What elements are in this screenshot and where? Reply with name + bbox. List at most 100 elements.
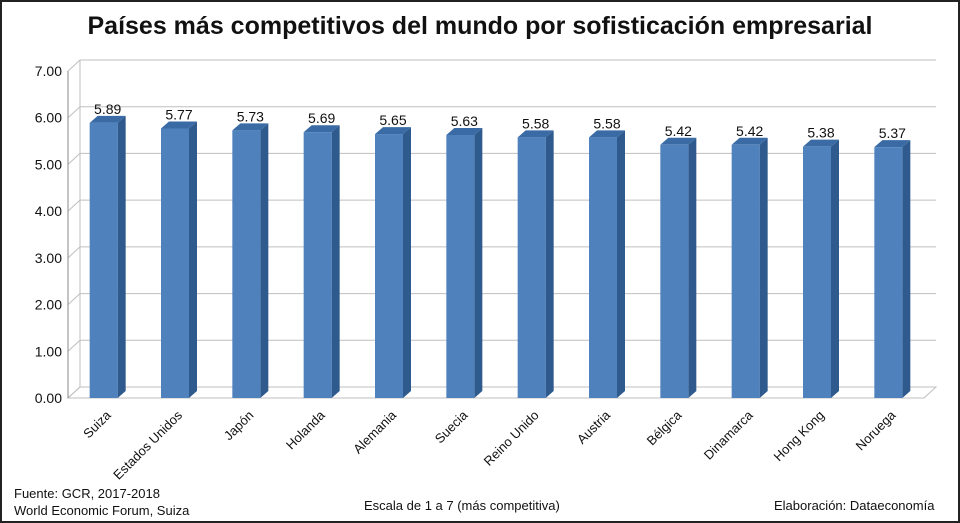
- value-label: 5.69: [308, 110, 335, 126]
- bar-side: [688, 137, 697, 398]
- x-tick-label: Suecia: [432, 407, 471, 446]
- bar-top: [232, 123, 269, 131]
- bar: [446, 127, 483, 399]
- bar-top: [517, 130, 554, 138]
- scale-note: Escala de 1 a 7 (más competitiva): [364, 498, 560, 513]
- bar: [660, 137, 697, 398]
- bar: [232, 123, 269, 398]
- chart-floor: [66, 386, 938, 399]
- bar: [161, 121, 197, 399]
- bar-top: [731, 137, 768, 145]
- bar-front: [303, 132, 332, 398]
- bar-top: [874, 140, 911, 148]
- y-tick-label: 6.00: [35, 110, 62, 126]
- bar-front: [161, 128, 189, 399]
- gridline-depth: [67, 246, 81, 259]
- bar-side: [403, 127, 411, 399]
- chart-title: Países más competitivos del mundo por so…: [87, 12, 873, 40]
- bar-top: [446, 127, 483, 135]
- x-tick-label: Reino Unido: [481, 408, 542, 469]
- bar-side: [331, 125, 340, 399]
- bar-front: [803, 146, 831, 398]
- bar: [731, 137, 768, 398]
- bar-front: [89, 122, 118, 399]
- bar-side: [189, 121, 197, 399]
- bar-front: [517, 137, 546, 398]
- value-label: 5.63: [451, 113, 478, 129]
- value-label: 5.89: [94, 101, 121, 117]
- y-tick-label: 2.00: [35, 297, 62, 313]
- bar-top: [375, 127, 411, 135]
- gridline-depth: [67, 153, 81, 165]
- bar-front: [446, 134, 475, 398]
- axes: [66, 60, 938, 399]
- bar-front: [375, 134, 403, 399]
- value-label: 5.37: [879, 125, 906, 141]
- bar: [517, 130, 554, 398]
- value-label: 5.38: [807, 125, 834, 141]
- gridline-depth: [67, 339, 81, 352]
- value-labels: 5.89 5.77 5.73 5.69 5.65 5.63 5.58 5.58 5.42 5.42…: [94, 101, 906, 141]
- bar-front: [660, 144, 689, 398]
- x-tick-label: Dinamarca: [701, 407, 757, 463]
- bar-side: [617, 130, 625, 398]
- x-tick-label: Alemania: [350, 407, 399, 456]
- bars: [89, 115, 911, 399]
- bar-side: [759, 137, 768, 398]
- value-label: 5.77: [165, 106, 192, 122]
- gridline-depth: [67, 199, 81, 212]
- x-tick-label: Austria: [574, 407, 614, 447]
- x-tick-label: Suiza: [80, 407, 114, 441]
- value-label: 5.42: [665, 123, 692, 139]
- gridline-depth: [67, 106, 81, 119]
- bar-side: [117, 115, 126, 399]
- bar: [375, 127, 411, 399]
- y-tick-label: 5.00: [35, 156, 62, 172]
- bar-top: [803, 139, 839, 147]
- value-label: 5.58: [522, 115, 549, 131]
- gridline-depth: [67, 59, 81, 72]
- gridline-depth: [67, 293, 81, 305]
- credit: Elaboración: Dataeconomía: [774, 498, 935, 513]
- y-tick-label: 4.00: [35, 203, 62, 219]
- bar-top: [589, 130, 625, 138]
- bar-top: [303, 125, 340, 133]
- bar-front: [589, 137, 617, 398]
- bar: [803, 139, 839, 399]
- bar-top: [89, 115, 126, 123]
- bar: [89, 115, 126, 399]
- source-line-2: World Economic Forum, Suiza: [14, 503, 190, 518]
- gridlines: [67, 59, 936, 399]
- x-tick-label: Holanda: [283, 407, 328, 452]
- bar-side: [831, 139, 839, 399]
- y-tick-label: 1.00: [35, 343, 62, 359]
- y-tick-labels: 0.00 1.00 2.00 3.00 4.00 5.00 6.00 7.00: [35, 63, 62, 406]
- y-tick-label: 7.00: [35, 63, 62, 79]
- bar: [303, 125, 340, 399]
- y-tick-label: 3.00: [35, 250, 62, 266]
- x-tick-label: Bélgica: [644, 407, 685, 448]
- bar-top: [660, 137, 697, 145]
- value-label: 5.65: [379, 112, 406, 128]
- x-tick-label: Japón: [221, 408, 257, 444]
- bar: [874, 140, 911, 398]
- bar-front: [232, 130, 261, 398]
- bar-side: [545, 130, 554, 398]
- source-line-1: Fuente: GCR, 2017-2018: [14, 486, 160, 501]
- value-label: 5.58: [593, 115, 620, 131]
- bar-front: [731, 144, 760, 398]
- bar-front: [874, 147, 903, 398]
- bar-side: [260, 123, 269, 398]
- x-tick-label: Noruega: [853, 407, 899, 453]
- value-label: 5.73: [237, 108, 264, 124]
- y-tick-label: 0.00: [35, 390, 62, 406]
- value-label: 5.42: [736, 123, 763, 139]
- bar-side: [474, 127, 483, 399]
- x-tick-label: Hong Kong: [771, 408, 828, 465]
- bar-top: [161, 121, 197, 129]
- bar: [589, 130, 625, 398]
- x-tick-label: Estados Unidos: [110, 407, 185, 482]
